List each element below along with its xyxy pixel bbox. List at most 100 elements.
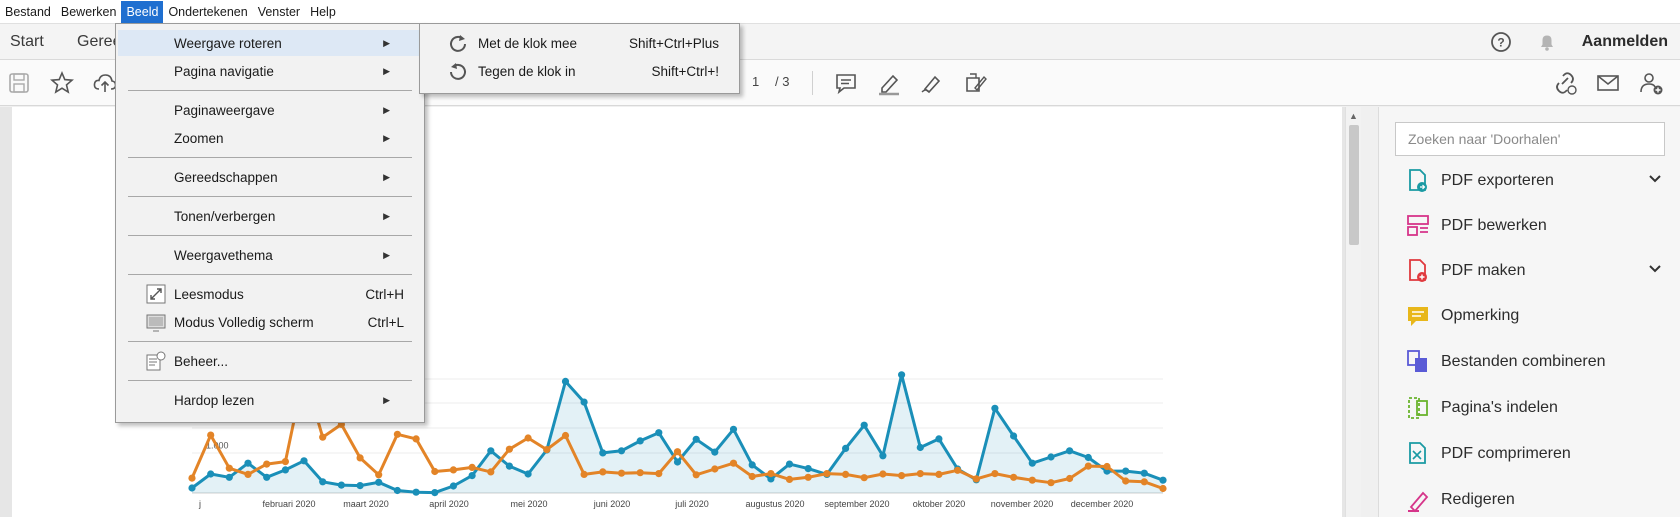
data-point <box>898 371 906 379</box>
data-point <box>767 475 775 483</box>
view-menu-item-modus-volledig-scherm[interactable]: Modus Volledig scherm Ctrl+L <box>118 309 422 335</box>
data-point <box>842 470 850 478</box>
menu-ondertekenen[interactable]: Ondertekenen <box>168 4 248 19</box>
x-tick-label: april 2020 <box>429 499 469 509</box>
tool-export-pdf[interactable]: PDF exporteren <box>1405 167 1661 195</box>
data-point <box>263 473 271 481</box>
view-menu-item-paginaweergave[interactable]: Paginaweergave ▶ <box>118 97 422 123</box>
data-point <box>263 460 271 468</box>
data-point <box>617 447 626 455</box>
data-point <box>468 463 476 471</box>
data-point <box>505 462 513 470</box>
view-menu-item-leesmodus[interactable]: Leesmodus Ctrl+H <box>118 281 422 307</box>
tool-edit-pdf[interactable]: PDF bewerken <box>1405 212 1547 240</box>
view-menu-item-pagina-navigatie[interactable]: Pagina navigatie ▶ <box>118 58 422 84</box>
menu-item-label: Tegen de klok in <box>478 63 576 79</box>
save-icon[interactable] <box>6 70 32 96</box>
menu-help[interactable]: Help <box>310 4 336 19</box>
data-point <box>244 470 252 478</box>
menu-item-label: Pagina navigatie <box>174 63 274 79</box>
data-point <box>393 430 401 438</box>
data-point <box>580 470 588 478</box>
tool-combine-files[interactable]: Bestanden combineren <box>1405 348 1606 376</box>
scroll-up-icon[interactable]: ▲ <box>1349 111 1358 121</box>
data-point <box>1010 432 1018 440</box>
data-point <box>804 473 812 481</box>
tool-compress-pdf[interactable]: PDF comprimeren <box>1405 440 1571 468</box>
share-link-icon[interactable] <box>1552 70 1578 96</box>
data-point <box>356 482 364 490</box>
tool-redact[interactable]: Redigeren <box>1405 486 1515 514</box>
menu-bewerken[interactable]: Bewerken <box>60 4 117 19</box>
help-icon[interactable]: ? <box>1490 31 1512 53</box>
data-point <box>879 470 887 478</box>
view-menu-item-zoomen[interactable]: Zoomen ▶ <box>118 125 422 151</box>
submenu-arrow-icon: ▶ <box>383 171 390 182</box>
add-user-icon[interactable] <box>1638 70 1664 96</box>
menu-separator <box>128 90 412 91</box>
highlight-icon[interactable] <box>876 70 902 96</box>
menu-item-label: Gereedschappen <box>174 169 278 185</box>
chevron-down-icon[interactable] <box>1647 261 1663 277</box>
tool-label: Pagina's indelen <box>1441 399 1558 416</box>
data-point <box>972 475 980 483</box>
tool-label: PDF maken <box>1441 262 1526 279</box>
x-tick-label: juli 2020 <box>674 499 709 509</box>
view-menu-item-tonen-verbergen[interactable]: Tonen/verbergen ▶ <box>118 203 422 229</box>
data-point <box>1066 447 1074 455</box>
email-icon[interactable] <box>1595 70 1621 96</box>
tool-create-pdf[interactable]: PDF maken <box>1405 257 1661 285</box>
fill-sign-icon[interactable] <box>962 70 988 96</box>
chevron-down-icon[interactable] <box>1647 171 1663 187</box>
submenu-arrow-icon: ▶ <box>383 210 390 221</box>
submenu-arrow-icon: ▶ <box>383 249 390 260</box>
bell-icon[interactable] <box>1536 31 1558 53</box>
x-tick-label: mei 2020 <box>510 499 547 509</box>
vertical-scrollbar[interactable]: ▲ <box>1345 107 1361 517</box>
data-point <box>449 466 457 474</box>
tab-tools[interactable]: Geree <box>77 33 122 50</box>
tool-label: PDF bewerken <box>1441 217 1547 234</box>
data-point <box>767 470 775 478</box>
rotate-counterclockwise-item[interactable]: Tegen de klok in Shift+Ctrl+! <box>422 58 737 84</box>
star-icon[interactable] <box>49 70 75 96</box>
scrollbar-thumb[interactable] <box>1349 125 1359 245</box>
menu-item-label: Weergave roteren <box>174 35 282 51</box>
menu-item-shortcut: Ctrl+L <box>367 314 404 330</box>
submenu-arrow-icon: ▶ <box>383 37 390 48</box>
tab-start[interactable]: Start <box>10 33 44 50</box>
rotate-clockwise-item[interactable]: Met de klok mee Shift+Ctrl+Plus <box>422 30 737 56</box>
tool-comment[interactable]: Opmerking <box>1405 302 1519 330</box>
view-menu-item-weergavethema[interactable]: Weergavethema ▶ <box>118 242 422 268</box>
data-point <box>580 398 588 406</box>
menu-beeld[interactable]: Beeld <box>121 0 164 23</box>
signin-button[interactable]: Aanmelden <box>1581 33 1668 50</box>
page-current[interactable]: 1 <box>752 74 760 89</box>
x-tick-label: februari 2020 <box>262 499 315 509</box>
data-point <box>785 460 794 468</box>
view-menu-item-hardop-lezen[interactable]: Hardop lezen ▶ <box>118 387 422 413</box>
tool-organize-pages[interactable]: Pagina's indelen <box>1405 394 1558 422</box>
tool-label: Bestanden combineren <box>1441 353 1606 370</box>
rotate-submenu: Met de klok mee Shift+Ctrl+Plus Tegen de k… <box>419 23 740 94</box>
data-point <box>1084 453 1092 462</box>
data-point <box>898 472 906 480</box>
tab-bar-right: ? Aanmelden <box>1490 24 1668 60</box>
data-point <box>991 470 999 478</box>
data-point <box>524 470 532 478</box>
menu-bestand[interactable]: Bestand <box>5 4 51 19</box>
view-menu: Weergave roteren ▶ Pagina navigatie ▶ Pagina… <box>115 23 425 423</box>
tool-search-input[interactable] <box>1395 122 1665 156</box>
rotate-clockwise-icon <box>450 35 466 52</box>
draw-icon[interactable] <box>919 70 945 96</box>
series-area <box>192 374 1163 493</box>
comment-icon[interactable] <box>833 70 859 96</box>
view-menu-item-gereedschappen[interactable]: Gereedschappen ▶ <box>118 164 422 190</box>
rotate-counterclockwise-icon <box>450 63 466 80</box>
view-menu-item-weergave-roteren[interactable]: Weergave roteren ▶ <box>118 30 422 56</box>
view-menu-item-beheer[interactable]: Beheer... <box>118 348 422 374</box>
data-point <box>636 469 644 477</box>
data-point <box>412 488 420 496</box>
menu-venster[interactable]: Venster <box>257 4 301 19</box>
data-point <box>785 475 794 483</box>
